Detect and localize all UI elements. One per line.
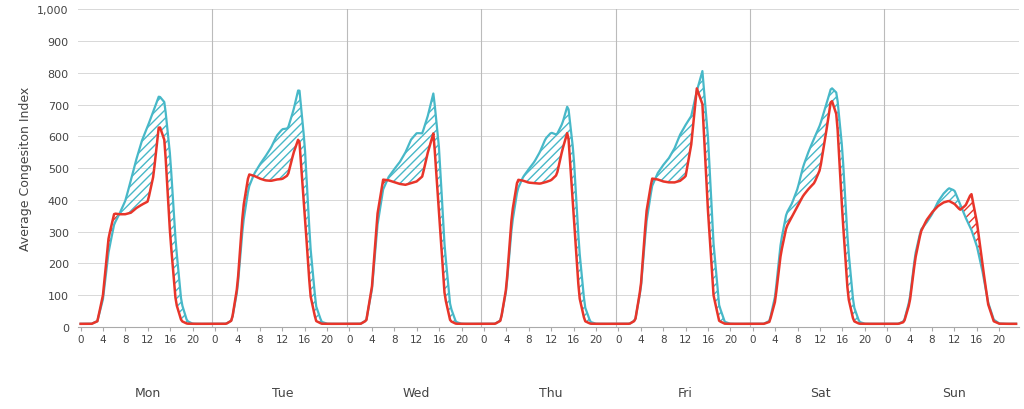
Oct-21 [380, 181, 392, 186]
Mar-22 [690, 87, 702, 92]
Text: Wed: Wed [403, 386, 430, 399]
Oct-21 [324, 321, 336, 326]
Mar-22 [863, 321, 876, 326]
Line: Oct-21: Oct-21 [81, 72, 1016, 324]
Text: Sat: Sat [810, 386, 830, 399]
Text: Fri: Fri [678, 386, 693, 399]
Line: Mar-22: Mar-22 [81, 89, 1016, 324]
Text: Thu: Thu [540, 386, 563, 399]
Oct-21 [863, 321, 876, 326]
Text: Sun: Sun [942, 386, 967, 399]
Mar-22 [226, 314, 239, 319]
Oct-21 [696, 70, 709, 74]
Text: Tue: Tue [271, 386, 293, 399]
Mar-22 [75, 321, 87, 326]
Y-axis label: Average Congesiton Index: Average Congesiton Index [18, 87, 32, 251]
Mar-22 [324, 321, 336, 326]
Oct-21 [1010, 321, 1022, 326]
Oct-21 [101, 262, 114, 267]
Mar-22 [380, 178, 392, 183]
Mar-22 [1010, 321, 1022, 326]
Oct-21 [226, 314, 239, 319]
Text: Mon: Mon [135, 386, 161, 399]
Oct-21 [924, 216, 936, 221]
Oct-21 [75, 321, 87, 326]
Mar-22 [101, 251, 114, 256]
Mar-22 [924, 214, 936, 219]
